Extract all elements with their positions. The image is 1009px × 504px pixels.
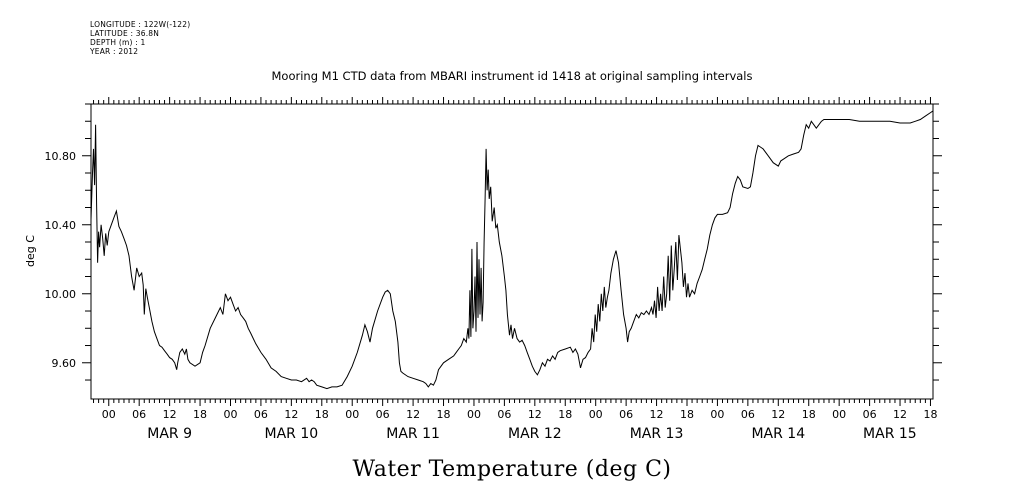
x-hour-tick-label: 00 [223,408,237,421]
x-date-label: MAR 9 [147,426,192,442]
metadata-block: LONGITUDE : 122W(-122) LATITUDE : 36.8N … [90,20,190,56]
x-date-label: MAR 10 [265,426,319,442]
latitude-text: LATITUDE : 36.8N [90,29,160,38]
x-hour-tick-label: 12 [650,408,664,421]
x-hour-tick-label: 00 [102,408,116,421]
water-temperature-line [90,110,934,390]
plot-frame [90,103,934,400]
x-hour-tick-label: 18 [923,408,937,421]
y-tick-label: 10.80 [45,150,77,163]
x-date-label: MAR 11 [386,426,440,442]
x-hour-tick-label: 12 [771,408,785,421]
x-hour-tick-label: 18 [315,408,329,421]
x-axis: 00 06 12 18 00 06 12 18 00 06 12 18 00 06 12 18 00 06 12 18… [102,408,938,442]
y-tick-label: 10.00 [45,288,77,301]
longitude-text: LONGITUDE : 122W(-122) [90,20,191,29]
x-hour-tick-label: 18 [680,408,694,421]
x-hour-tick-label: 06 [497,408,511,421]
x-hour-tick-label: 18 [802,408,816,421]
x-date-label: MAR 12 [508,426,562,442]
x-date-label: MAR 13 [630,426,684,442]
x-hour-tick-label: 00 [710,408,724,421]
x-hour-tick-label: 18 [193,408,207,421]
x-hour-tick-label: 12 [284,408,298,421]
x-hour-tick-label: 12 [528,408,542,421]
x-hour-tick-label: 06 [619,408,633,421]
x-hour-tick-label: 12 [163,408,177,421]
x-hour-tick-label: 06 [863,408,877,421]
chart-title: Mooring M1 CTD data from MBARI instrumen… [272,69,753,83]
x-hour-tick-label: 00 [589,408,603,421]
x-date-label: MAR 14 [751,426,805,442]
x-hour-tick-label: 06 [132,408,146,421]
x-hour-tick-label: 00 [467,408,481,421]
x-hour-tick-label: 00 [345,408,359,421]
y-axis-label: deg C [24,235,37,267]
x-hour-tick-label: 06 [376,408,390,421]
x-hour-tick-label: 12 [893,408,907,421]
x-hour-tick-label: 06 [741,408,755,421]
y-tick-label: 9.60 [52,357,77,370]
x-axis-label: Water Temperature (deg C) [353,457,672,482]
x-hour-tick-label: 18 [437,408,451,421]
depth-text: DEPTH (m) : 1 [90,38,146,47]
x-hour-tick-label: 00 [832,408,846,421]
year-text: YEAR : 2012 [90,47,139,56]
x-hour-tick-label: 06 [254,408,268,421]
y-tick-label: 10.40 [45,219,77,232]
x-date-label: MAR 15 [863,426,917,442]
minor-ticks [93,97,931,406]
x-hour-tick-label: 12 [406,408,420,421]
x-hour-tick-label: 18 [558,408,572,421]
y-axis: 9.60 10.00 10.40 10.80 [45,103,942,381]
